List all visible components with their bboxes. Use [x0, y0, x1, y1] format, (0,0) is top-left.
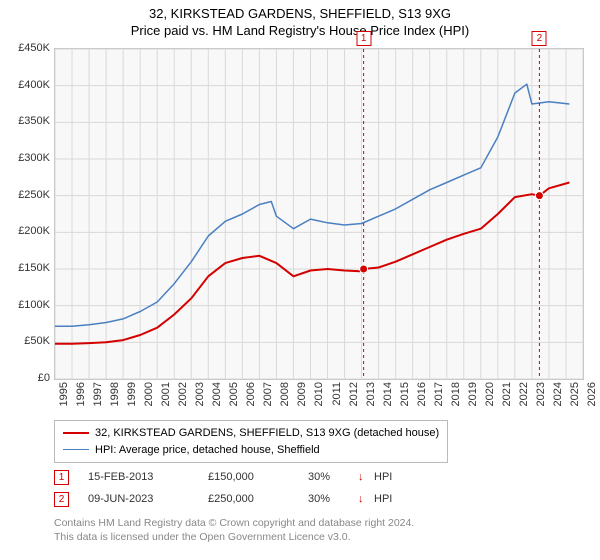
x-tick-label: 2024 [552, 382, 564, 406]
y-tick-label: £0 [2, 372, 50, 384]
x-tick-label: 2016 [416, 382, 428, 406]
x-tick-label: 1995 [58, 382, 70, 406]
x-tick-label: 1999 [126, 382, 138, 406]
y-tick-label: £200K [2, 225, 50, 237]
legend: 32, KIRKSTEAD GARDENS, SHEFFIELD, S13 9X… [54, 420, 448, 463]
sale-date: 15-FEB-2013 [88, 471, 208, 483]
sale-date: 09-JUN-2023 [88, 493, 208, 505]
x-tick-label: 2023 [535, 382, 547, 406]
x-tick-label: 2020 [484, 382, 496, 406]
x-tick-label: 1997 [92, 382, 104, 406]
x-tick-label: 2022 [518, 382, 530, 406]
y-tick-label: £250K [2, 189, 50, 201]
sale-price: £250,000 [208, 493, 308, 505]
sale-marker-label: 2 [532, 31, 547, 46]
sale-marker-label: 1 [356, 31, 371, 46]
down-arrow-icon: ↓ [358, 471, 374, 483]
sale-pct: 30% [308, 493, 358, 505]
down-arrow-icon: ↓ [358, 493, 374, 505]
legend-item: 32, KIRKSTEAD GARDENS, SHEFFIELD, S13 9X… [63, 425, 439, 442]
x-tick-label: 1998 [109, 382, 121, 406]
footer-line1: Contains HM Land Registry data © Crown c… [54, 516, 414, 530]
x-tick-label: 2006 [245, 382, 257, 406]
legend-swatch [63, 449, 89, 450]
y-tick-label: £400K [2, 79, 50, 91]
sales-row: 1 15-FEB-2013£150,00030%↓HPI [54, 466, 414, 488]
x-tick-label: 2002 [177, 382, 189, 406]
x-tick-label: 2026 [586, 382, 598, 406]
x-tick-label: 2008 [279, 382, 291, 406]
x-tick-label: 2025 [569, 382, 581, 406]
x-tick-label: 2015 [399, 382, 411, 406]
sales-row: 2 09-JUN-2023£250,00030%↓HPI [54, 488, 414, 510]
x-tick-label: 2005 [228, 382, 240, 406]
chart-title-line2: Price paid vs. HM Land Registry's House … [0, 23, 600, 38]
title-block: 32, KIRKSTEAD GARDENS, SHEFFIELD, S13 9X… [0, 0, 600, 38]
x-tick-label: 2012 [348, 382, 360, 406]
legend-label: HPI: Average price, detached house, Shef… [95, 442, 320, 459]
x-tick-label: 2007 [262, 382, 274, 406]
x-tick-label: 2013 [365, 382, 377, 406]
y-tick-label: £350K [2, 115, 50, 127]
x-tick-label: 2003 [194, 382, 206, 406]
sale-price: £150,000 [208, 471, 308, 483]
y-tick-label: £50K [2, 335, 50, 347]
x-tick-label: 2000 [143, 382, 155, 406]
sales-table: 1 15-FEB-2013£150,00030%↓HPI 2 09-JUN-2023£… [54, 466, 414, 510]
sale-pct: 30% [308, 471, 358, 483]
x-tick-label: 2014 [382, 382, 394, 406]
x-tick-label: 2018 [450, 382, 462, 406]
legend-swatch [63, 432, 89, 434]
y-tick-label: £150K [2, 262, 50, 274]
x-tick-label: 1996 [75, 382, 87, 406]
x-tick-label: 2017 [433, 382, 445, 406]
chart-title-line1: 32, KIRKSTEAD GARDENS, SHEFFIELD, S13 9X… [0, 6, 600, 21]
x-tick-label: 2011 [331, 382, 343, 406]
sale-ref: HPI [374, 471, 414, 483]
sale-ref: HPI [374, 493, 414, 505]
footer-line2: This data is licensed under the Open Gov… [54, 530, 414, 544]
x-tick-label: 2019 [467, 382, 479, 406]
x-tick-label: 2001 [160, 382, 172, 406]
y-tick-label: £300K [2, 152, 50, 164]
footer-note: Contains HM Land Registry data © Crown c… [54, 516, 414, 544]
y-tick-label: £100K [2, 299, 50, 311]
chart-container: 32, KIRKSTEAD GARDENS, SHEFFIELD, S13 9X… [0, 0, 600, 560]
sale-marker-icon: 1 [54, 470, 69, 485]
x-tick-label: 2010 [313, 382, 325, 406]
x-tick-label: 2004 [211, 382, 223, 406]
x-tick-label: 2021 [501, 382, 513, 406]
sale-marker-icon: 2 [54, 492, 69, 507]
x-tick-label: 2009 [296, 382, 308, 406]
y-tick-label: £450K [2, 42, 50, 54]
plot-area: 12 [54, 48, 584, 380]
legend-label: 32, KIRKSTEAD GARDENS, SHEFFIELD, S13 9X… [95, 425, 439, 442]
legend-item: HPI: Average price, detached house, Shef… [63, 442, 439, 459]
plot-svg [55, 49, 583, 379]
